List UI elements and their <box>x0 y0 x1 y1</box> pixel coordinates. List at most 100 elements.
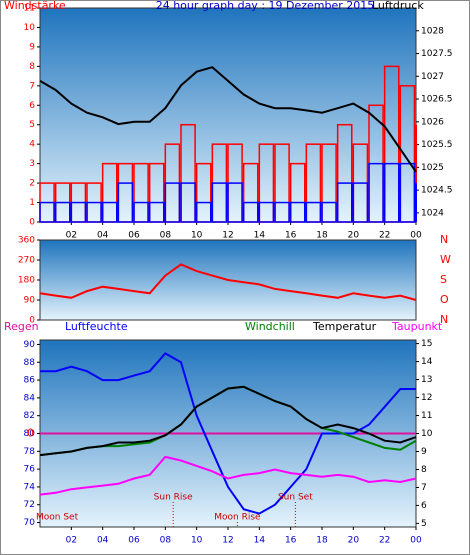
series-line <box>39 263 417 301</box>
legend-entry: Regen <box>4 320 39 333</box>
y-tick-label: 2 <box>29 179 35 189</box>
y-tick-label: 6 <box>29 101 35 111</box>
y2-tick-label: 1026.5 <box>421 95 453 105</box>
x-tick-label: 02 <box>66 231 77 241</box>
x-tick-label: 06 <box>128 536 140 546</box>
y2-axis-title: Luftdruck <box>372 0 424 12</box>
y2-tick-label: 1024 <box>421 208 444 218</box>
y2-tick-label: 12 <box>421 393 432 403</box>
x-tick-label: 02 <box>66 536 77 546</box>
wind-bar <box>39 201 55 223</box>
y2-tick-label: 1026 <box>421 117 444 127</box>
series-line <box>39 385 417 457</box>
chart-title: 24 hour graph day : 19 Dezember 2015 <box>156 0 375 12</box>
y-tick-label: 0 <box>29 316 35 326</box>
x-tick-label: 00 <box>410 231 422 241</box>
x-tick-label: 06 <box>128 231 140 241</box>
event-label: Moon Rise <box>214 513 261 523</box>
y3-tick-label: 0 <box>27 427 34 440</box>
direction-label: N <box>440 233 448 246</box>
wind-bar <box>242 201 259 223</box>
wind-bar <box>258 201 275 223</box>
wind-bar <box>321 201 337 223</box>
x-tick-label: 12 <box>222 231 233 241</box>
y-tick-label: 7 <box>29 81 35 91</box>
x-tick-label: 08 <box>160 231 172 241</box>
wind-bar <box>336 182 353 223</box>
wind-bar <box>133 201 149 223</box>
y2-tick-label: 5 <box>421 519 427 529</box>
y2-tick-label: 15 <box>421 339 432 349</box>
wind-bar <box>368 162 384 223</box>
x-tick-label: 22 <box>379 231 390 241</box>
y2-tick-label: 1027.5 <box>421 49 453 59</box>
x-tick-label: 10 <box>191 231 203 241</box>
wind-bar <box>305 201 322 223</box>
y2-tick-label: 1027 <box>421 72 444 82</box>
x-tick-label: 14 <box>254 536 266 546</box>
y-tick-label: 180 <box>18 276 35 286</box>
wind-bar <box>164 182 181 223</box>
y-tick-label: 0 <box>29 218 35 228</box>
y2-tick-label: 9 <box>421 447 427 457</box>
x-tick-label: 12 <box>222 536 233 546</box>
y-tick-label: 4 <box>29 140 35 150</box>
x-tick-label: 14 <box>254 231 266 241</box>
direction-label: W <box>440 253 451 266</box>
legend-entry: Luftfeuchte <box>65 320 128 333</box>
y2-tick-label: 10 <box>421 429 433 439</box>
direction-label: N <box>440 313 448 326</box>
y2-tick-label: 13 <box>421 375 432 385</box>
y-tick-label: 90 <box>24 296 36 306</box>
y-tick-label: 86 <box>24 376 36 386</box>
wind-bar <box>274 201 290 223</box>
series-line <box>39 455 417 496</box>
legend-entry: Windchill <box>245 320 295 333</box>
wind-bar <box>383 162 400 223</box>
wind-bar <box>195 201 212 223</box>
event-label: Sun Set <box>278 493 313 503</box>
y-tick-label: 74 <box>24 482 36 492</box>
y2-tick-label: 1025 <box>421 163 444 173</box>
x-tick-label: 20 <box>348 231 360 241</box>
y2-tick-label: 8 <box>421 465 427 475</box>
x-tick-label: 18 <box>316 536 328 546</box>
y-tick-label: 90 <box>24 340 36 350</box>
y-tick-label: 80 <box>24 429 36 439</box>
legend-entry: Temperatur <box>312 320 377 333</box>
y-tick-label: 360 <box>18 236 35 246</box>
wind-bar <box>70 201 87 223</box>
wind-bar <box>54 201 71 223</box>
wind-bar <box>399 162 416 223</box>
y2-tick-label: 7 <box>421 483 427 493</box>
x-tick-label: 10 <box>191 536 203 546</box>
y-tick-label: 88 <box>24 358 36 368</box>
x-tick-label: 08 <box>160 536 172 546</box>
series-line <box>39 66 417 173</box>
y-tick-label: 270 <box>18 256 35 266</box>
x-tick-label: 04 <box>97 231 109 241</box>
direction-label: S <box>440 273 447 286</box>
y-tick-label: 76 <box>24 465 36 475</box>
event-label: Sun Rise <box>154 493 193 503</box>
wind-bar <box>211 182 228 223</box>
y2-tick-label: 14 <box>421 357 433 367</box>
direction-label: O <box>440 293 449 306</box>
wind-bar <box>352 182 369 223</box>
y-tick-label: 11 <box>24 4 35 14</box>
x-tick-label: 22 <box>379 536 390 546</box>
x-tick-label: 20 <box>348 536 360 546</box>
legend-entry: Taupunkt <box>391 320 443 333</box>
x-tick-label: 16 <box>285 231 297 241</box>
x-tick-label: 04 <box>97 536 109 546</box>
y2-tick-label: 11 <box>421 411 432 421</box>
y-tick-label: 78 <box>24 447 36 457</box>
y-tick-label: 72 <box>24 500 35 510</box>
y-tick-label: 82 <box>24 411 35 421</box>
wind-bar <box>117 182 134 223</box>
y-axis-title: Windstärke <box>4 0 66 12</box>
x-tick-label: 18 <box>316 231 328 241</box>
y-tick-label: 5 <box>29 120 35 130</box>
y-tick-label: 9 <box>29 42 35 52</box>
